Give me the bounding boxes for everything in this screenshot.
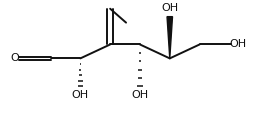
Text: OH: OH — [72, 90, 89, 100]
Text: OH: OH — [161, 3, 178, 13]
Text: OH: OH — [229, 40, 247, 49]
Text: OH: OH — [131, 90, 148, 100]
Text: O: O — [10, 53, 19, 63]
Polygon shape — [167, 17, 173, 58]
